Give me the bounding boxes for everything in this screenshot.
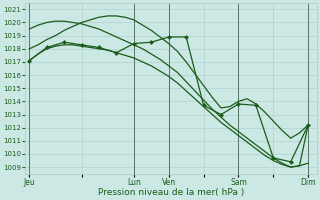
X-axis label: Pression niveau de la mer( hPa ): Pression niveau de la mer( hPa )	[98, 188, 244, 197]
